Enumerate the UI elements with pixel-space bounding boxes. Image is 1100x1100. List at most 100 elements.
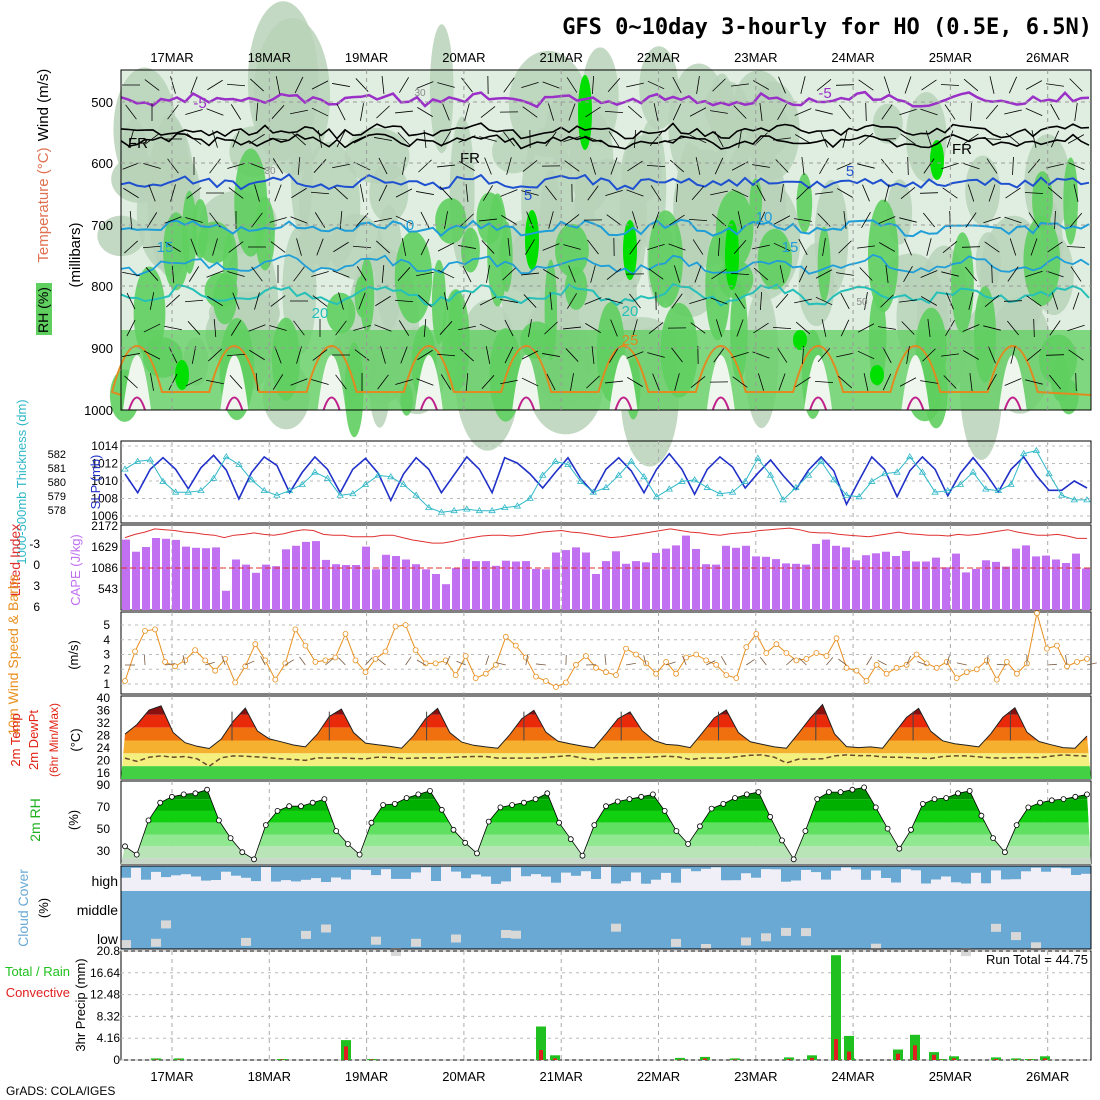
- thickness-marker: [678, 477, 686, 484]
- wind10-marker: [1074, 659, 1080, 665]
- wind-barb: [880, 294, 894, 308]
- cape-bar: [772, 559, 780, 610]
- cloud-high-bar: [821, 866, 831, 880]
- wind10-marker: [182, 657, 189, 664]
- wind10-marker: [472, 675, 479, 681]
- wind-barb: [715, 319, 723, 337]
- precip-total-bar: [550, 1055, 560, 1060]
- thickness-marker: [614, 471, 623, 478]
- wind-barb: [836, 352, 854, 358]
- wind-barb: [418, 159, 432, 173]
- thickness-marker: [602, 483, 610, 490]
- thickness-marker: [184, 488, 192, 495]
- cloud-low-gap: [391, 948, 401, 956]
- wind-barb: [423, 130, 427, 148]
- cloud-low-gap: [781, 927, 791, 936]
- wind-barb: [839, 104, 851, 120]
- precip-conv-bar: [678, 1059, 682, 1060]
- rh-marker: [227, 835, 234, 841]
- wind-barb: [1074, 103, 1078, 121]
- wind-barb: [122, 353, 140, 357]
- wind10-marker: [332, 654, 339, 661]
- cape-bar: [402, 559, 410, 610]
- temp-tick: 40: [97, 691, 111, 705]
- wind10-marker: [843, 664, 850, 671]
- wind-barb: [692, 239, 704, 255]
- isotherm-label: 50: [856, 297, 868, 308]
- date-axis-top: 17MAR 18MAR 19MAR 20MAR 21MAR 22MAR 23MAR 24MAR…: [150, 50, 1069, 65]
- wind-barb: [773, 242, 791, 252]
- cape-bar: [1022, 545, 1030, 610]
- wind-barb: [464, 103, 470, 121]
- wind-barb: [375, 295, 391, 307]
- cape-bar: [282, 549, 290, 610]
- wind-barb: [458, 135, 476, 143]
- wind-barb: [1025, 379, 1043, 385]
- cape-bar: [492, 565, 500, 610]
- thickness-marker: [728, 488, 737, 495]
- thickness-tick: 579: [48, 491, 66, 503]
- wind-barb: [290, 216, 308, 224]
- wind-barb: [778, 373, 786, 391]
- wind-barb: [563, 244, 581, 250]
- wind-barb: [480, 106, 496, 118]
- wind10-marker: [823, 653, 830, 659]
- wind-barb: [1050, 130, 1060, 148]
- thickness-marker: [197, 486, 205, 494]
- wind10-barb: [682, 655, 687, 666]
- thickness-marker: [868, 477, 876, 484]
- cape-bar: [622, 563, 630, 610]
- wind-barb: [292, 132, 306, 146]
- temp-tick: 36: [97, 704, 111, 718]
- cloud-low-gap: [801, 928, 811, 937]
- wind-barb: [526, 211, 534, 229]
- li-tick: 3: [33, 579, 40, 593]
- wind10-barb: [525, 655, 528, 666]
- wind-barb: [923, 158, 935, 174]
- wind-barb: [143, 323, 161, 333]
- wind-barb: [126, 292, 136, 310]
- cloud-low-gap: [301, 930, 311, 939]
- wind10-marker: [1054, 642, 1060, 649]
- wind-barb: [840, 319, 850, 337]
- wind-barb: [1068, 349, 1084, 361]
- rh-marker: [192, 790, 199, 797]
- thickness-marker: [766, 471, 775, 478]
- wind-barb: [946, 130, 954, 148]
- wind-barb: [1046, 270, 1064, 278]
- dry-plume: [220, 355, 249, 410]
- thickness-marker: [526, 494, 534, 501]
- wind-barb: [381, 76, 385, 94]
- thickness-marker: [1007, 480, 1015, 487]
- cloud-high-bar: [981, 866, 991, 884]
- panel-label: 3hr Precip (mm): [73, 958, 88, 1051]
- wind-barb: [290, 378, 308, 386]
- wind10-marker: [733, 675, 740, 681]
- cloud-high-bar: [341, 866, 351, 880]
- wind-barb: [481, 375, 495, 389]
- wind-barb: [754, 132, 768, 146]
- wind-barb: [312, 349, 328, 361]
- wind-barb: [255, 372, 259, 392]
- wind-barb: [355, 213, 369, 227]
- thickness-marker: [652, 493, 661, 500]
- precip-total-bar: [949, 1056, 959, 1060]
- cape-bar: [682, 535, 690, 610]
- thickness-marker: [754, 454, 762, 461]
- cloud-high-bar: [361, 866, 371, 870]
- cape-bar: [152, 538, 160, 610]
- wind-barb: [1046, 163, 1064, 169]
- precip-conv-bar: [913, 1045, 917, 1060]
- wind-barb: [332, 83, 350, 87]
- wind-barb: [291, 187, 307, 199]
- cloud-high-bar: [471, 866, 481, 875]
- rh-marker: [814, 796, 821, 802]
- wind-barb: [521, 350, 539, 360]
- rh-marker: [215, 817, 222, 824]
- wind10-marker: [282, 660, 289, 667]
- wind-barb: [798, 265, 808, 283]
- wind-barb: [436, 353, 456, 357]
- precip-conv-bar: [1014, 1059, 1018, 1060]
- wind-barb: [272, 158, 284, 174]
- rh-marker: [180, 791, 187, 798]
